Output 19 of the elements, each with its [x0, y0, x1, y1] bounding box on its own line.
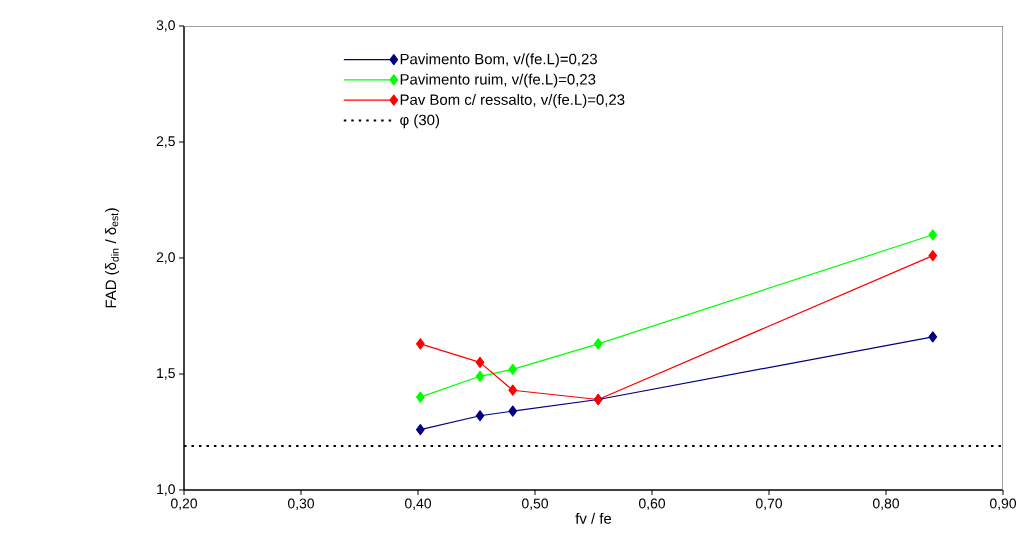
y-tick-label: 2,0 [156, 252, 175, 264]
y-tick-label: 3,0 [156, 20, 175, 32]
legend-label: Pavimento Bom, v/(fe.L)=0,23 [400, 53, 597, 68]
x-tick-label: 0,80 [872, 498, 900, 511]
x-axis-title: fv / fe [575, 512, 612, 524]
legend-label: Pavimento ruim, v/(fe.L)=0,23 [400, 73, 596, 88]
x-tick-label: 0,60 [638, 498, 666, 511]
x-tick-label: 0,50 [521, 498, 549, 511]
x-tick-label: 0,30 [287, 498, 315, 511]
legend-label: Pav Bom c/ ressalto, v/(fe.L)=0,23 [400, 93, 625, 108]
y-tick-label: 1,0 [157, 484, 175, 496]
y-tick-label: 2,5 [156, 136, 175, 148]
y-axis-title: FAD (δ$_{din}$ / δ$_{est}$) [105, 208, 120, 308]
x-tick-label: 0,70 [755, 498, 783, 511]
legend-label: φ (30) [400, 114, 440, 129]
x-tick-label: 0,90 [989, 498, 1017, 511]
x-tick-label: 0,20 [170, 498, 198, 511]
x-tick-label: 0,40 [404, 498, 432, 511]
y-tick-label: 1,5 [157, 368, 175, 380]
